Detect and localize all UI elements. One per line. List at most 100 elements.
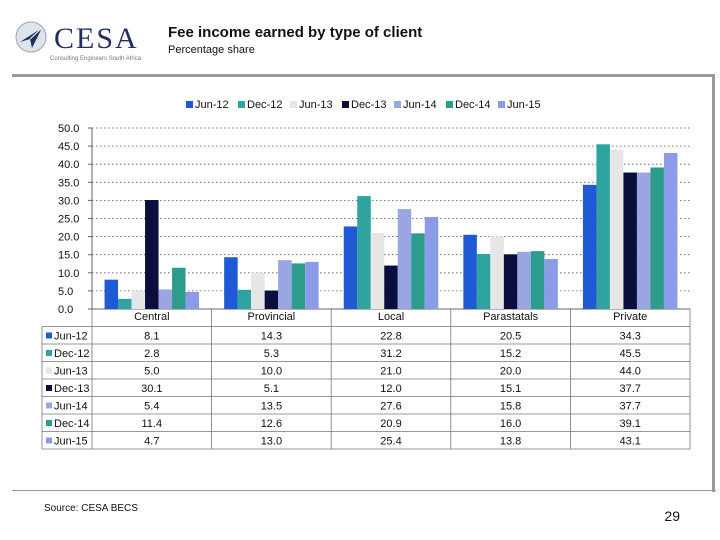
table-series-label: Jun-12: [54, 331, 88, 343]
table-value: 34.3: [619, 331, 640, 343]
table-value: 30.1: [141, 383, 162, 395]
bar: [145, 200, 159, 309]
table-value: 5.3: [264, 348, 279, 360]
legend-label: Dec-14: [455, 99, 490, 111]
bar: [278, 260, 292, 309]
bar: [343, 226, 358, 309]
table-value: 22.8: [380, 331, 401, 343]
bottom-divider: [12, 490, 716, 491]
legend-swatch: [238, 101, 245, 108]
category-label: Private: [613, 311, 647, 323]
table-value: 43.1: [619, 436, 640, 448]
bar: [264, 290, 279, 309]
bar: [370, 232, 385, 309]
source-note: Source: CESA BECS: [44, 503, 138, 514]
bar: [224, 257, 238, 309]
bar: [384, 265, 398, 309]
legend-label: Jun-13: [299, 99, 333, 111]
legend-label: Jun-14: [403, 99, 437, 111]
bar: [118, 298, 132, 309]
legend-swatch: [342, 101, 349, 108]
bar: [544, 259, 558, 309]
bar: [172, 267, 186, 309]
y-tick-label: 0.0: [58, 304, 73, 316]
y-tick-label: 20.0: [58, 232, 79, 244]
table-series-label: Dec-12: [54, 348, 89, 360]
y-tick-label: 10.0: [58, 268, 79, 280]
bar: [530, 251, 545, 309]
table-legend-key: [46, 332, 52, 339]
table-value: 12.0: [380, 383, 401, 395]
table-legend-key: [46, 350, 52, 356]
bar: [424, 217, 439, 309]
chart-subtitle: Percentage share: [168, 44, 255, 56]
legend-label: Jun-15: [507, 99, 541, 111]
table-value: 20.0: [500, 366, 521, 378]
table-value: 20.9: [380, 418, 401, 430]
table-value: 16.0: [500, 418, 521, 430]
table-legend-key: [46, 437, 52, 444]
bar: [596, 144, 610, 309]
table-value: 13.8: [500, 436, 521, 448]
y-tick-label: 50.0: [58, 123, 79, 135]
table-value: 8.1: [144, 331, 159, 343]
table-value: 15.2: [500, 348, 521, 360]
bar: [411, 233, 425, 309]
table-value: 11.4: [142, 418, 163, 430]
table-value: 15.1: [500, 383, 521, 395]
table-value: 31.2: [380, 348, 401, 360]
table-value: 5.0: [144, 366, 159, 378]
table-value: 45.5: [619, 348, 640, 360]
table-legend-key: [46, 385, 52, 391]
y-tick-label: 25.0: [58, 214, 79, 226]
chart-title: Fee income earned by type of client: [168, 24, 423, 41]
bar: [291, 263, 306, 309]
bar: [663, 152, 678, 309]
legend-swatch: [498, 101, 505, 108]
legend-swatch: [394, 101, 401, 108]
bar: [650, 167, 664, 309]
table-value: 37.7: [619, 383, 640, 395]
category-label: Parastatals: [483, 311, 539, 323]
bar: [476, 253, 491, 309]
table-value: 39.1: [619, 418, 640, 430]
bar: [517, 251, 531, 309]
cesa-logo: CESA Consulting Engineers South Africa: [14, 18, 144, 68]
table-value: 20.5: [500, 331, 521, 343]
bar: [463, 234, 477, 309]
legend-label: Dec-13: [351, 99, 386, 111]
top-divider: [12, 74, 712, 77]
y-tick-label: 35.0: [58, 177, 79, 189]
bar: [623, 172, 637, 309]
table-value: 27.6: [380, 401, 401, 413]
page-number: 29: [664, 508, 680, 524]
legend-swatch: [446, 101, 453, 108]
logo-emblem-icon: [15, 21, 47, 53]
bar: [582, 184, 597, 309]
table-value: 25.4: [380, 436, 401, 448]
table-value: 12.6: [261, 418, 282, 430]
bar: [251, 272, 265, 309]
bar: [490, 236, 504, 309]
table-legend-key: [46, 367, 52, 374]
table-value: 44.0: [619, 366, 640, 378]
bar: [104, 279, 119, 309]
table-value: 13.5: [261, 401, 282, 413]
table-value: 4.7: [144, 436, 159, 448]
legend-label: Jun-12: [195, 99, 229, 111]
y-tick-label: 40.0: [58, 159, 79, 171]
category-label: Local: [378, 311, 404, 323]
bar: [237, 289, 252, 309]
right-divider: [712, 74, 715, 492]
y-tick-label: 15.0: [58, 250, 79, 262]
legend-swatch: [290, 101, 297, 108]
table-legend-key: [46, 402, 52, 409]
logo-tagline: Consulting Engineers South Africa: [50, 56, 142, 62]
table-value: 2.8: [144, 348, 159, 360]
table-value: 21.0: [380, 366, 401, 378]
category-label: Provincial: [248, 311, 296, 323]
table-value: 14.3: [261, 331, 282, 343]
legend-swatch: [186, 101, 193, 108]
